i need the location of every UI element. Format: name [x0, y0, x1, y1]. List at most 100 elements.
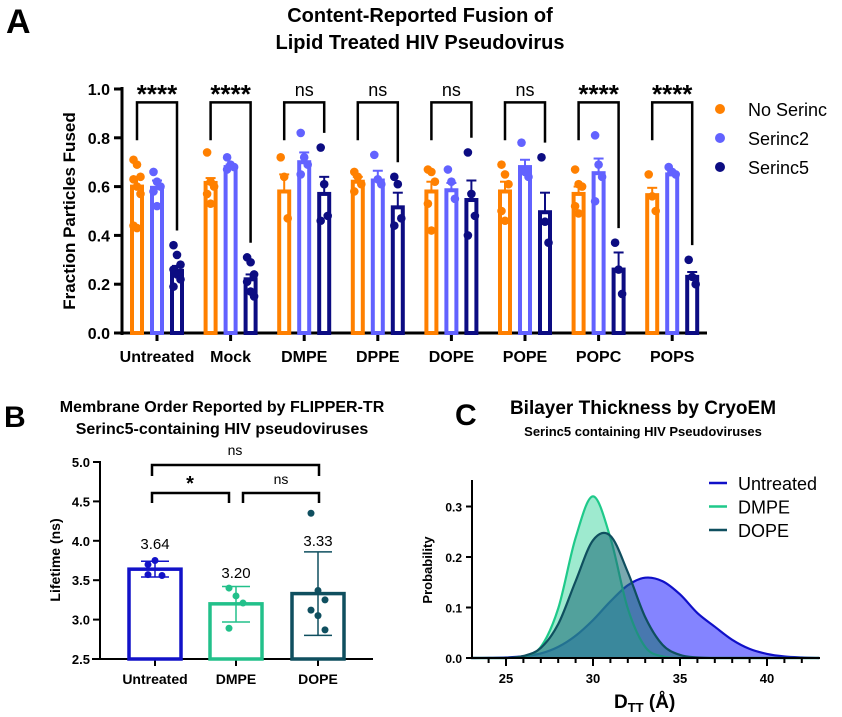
chart-c-title-line1: Bilayer Thickness by CryoEM: [510, 398, 776, 419]
data-point: [296, 170, 306, 179]
data-point: [209, 182, 219, 191]
data-point: [316, 216, 326, 226]
y-tick-label: 3.0: [72, 613, 90, 628]
data-point: [610, 238, 620, 248]
data-point: [504, 179, 513, 189]
panel-letter-b: B: [4, 401, 26, 434]
x-tick-label: 35: [673, 671, 687, 686]
panel-letter-c: C: [455, 399, 477, 432]
data-point: [156, 182, 165, 191]
data-point: [232, 592, 240, 600]
data-point: [242, 277, 252, 287]
data-point: [169, 282, 178, 291]
significance-label: ns: [368, 80, 387, 100]
data-point: [229, 162, 239, 172]
data-point: [370, 150, 379, 160]
data-point: [279, 172, 289, 182]
data-point: [151, 557, 159, 564]
data-point: [176, 260, 185, 269]
panel-letter-a: A: [6, 3, 31, 41]
data-point: [222, 165, 232, 174]
legend-label: DMPE: [738, 498, 790, 518]
data-point: [651, 206, 660, 216]
significance-label: ns: [515, 80, 534, 100]
data-point: [467, 189, 476, 199]
legend-label: Serinc2: [748, 129, 809, 149]
data-point: [350, 187, 359, 196]
data-point: [500, 170, 510, 179]
bar-serinc2: [665, 172, 680, 335]
significance-bracket: [650, 101, 694, 246]
chart-a-title-line2: Lipid Treated HIV Pseudovirus: [276, 32, 565, 54]
x-tick-label: Untreated: [122, 671, 187, 687]
data-point: [202, 148, 212, 157]
significance-label: ****: [578, 79, 619, 109]
bar-serinc2: [444, 188, 459, 335]
bar-no-serinc: [277, 189, 292, 335]
x-tick-label: 40: [760, 671, 774, 686]
significance-label: ****: [137, 79, 178, 109]
x-tick-label: Untreated: [120, 349, 195, 366]
data-point: [158, 571, 166, 579]
data-point: [524, 172, 533, 182]
data-point: [132, 182, 142, 191]
x-tick-label: DMPE: [281, 349, 328, 366]
bar-no-serinc: [424, 189, 439, 335]
data-point: [225, 624, 233, 632]
data-point: [314, 612, 322, 620]
y-tick-label: 2.5: [72, 652, 90, 667]
data-point: [570, 201, 580, 211]
data-point: [443, 165, 453, 174]
data-point: [176, 275, 185, 284]
bar-serinc5: [611, 267, 626, 335]
x-tick-label: DOPE: [429, 349, 475, 366]
bar-serinc2: [370, 178, 385, 335]
data-point: [463, 231, 473, 240]
data-point: [684, 255, 693, 265]
data-point: [321, 626, 329, 634]
data-point: [172, 250, 182, 260]
bar-no-serinc: [350, 179, 365, 335]
data-point: [397, 214, 406, 223]
x-tick-label: POPE: [503, 349, 548, 366]
data-point: [129, 174, 138, 184]
data-point: [517, 138, 526, 147]
data-point: [470, 211, 480, 221]
data-point: [307, 509, 315, 517]
data-point: [136, 189, 145, 199]
data-point: [427, 167, 436, 177]
data-point: [296, 128, 306, 138]
chart-c-ylabel: Probability: [420, 536, 435, 604]
chart-b-title-line1: Membrane Order Reported by FLIPPER-TR: [60, 399, 385, 416]
data-point: [540, 217, 550, 227]
significance-bracket: [356, 101, 400, 163]
significance-label: ****: [210, 79, 251, 109]
data-point: [644, 170, 653, 179]
panel-a: A Content-Reported Fusion of Lipid Treat…: [6, 3, 827, 366]
chart-a-title-line1: Content-Reported Fusion of: [287, 5, 553, 27]
y-tick-label: 0.6: [88, 180, 110, 197]
bar-no-serinc: [130, 184, 144, 335]
data-point: [574, 209, 583, 218]
legend-label: No Serinc: [748, 100, 827, 120]
y-tick-label: 5.0: [72, 455, 90, 470]
data-point: [152, 201, 162, 211]
significance-label: ns: [442, 80, 461, 100]
bar-serinc2: [223, 165, 238, 335]
chart-b-title-line2: Serinc5-containing HIV pseudoviruses: [76, 421, 369, 438]
area-dope: [471, 532, 820, 658]
data-point: [353, 172, 363, 182]
data-point: [319, 179, 329, 189]
bar-serinc2: [518, 165, 532, 335]
significance-bracket: [430, 101, 473, 141]
chart-a-ylabel: Fraction Particles Fused: [60, 112, 79, 309]
data-point: [136, 172, 145, 182]
data-point: [447, 177, 456, 187]
x-tick-label: POPC: [576, 349, 622, 366]
data-point: [590, 131, 600, 140]
significance-bracket: [209, 101, 252, 243]
bar-serinc5: [538, 210, 552, 335]
y-tick-label: 1.0: [88, 82, 110, 99]
y-tick-label: 0.0: [88, 326, 110, 343]
data-point: [144, 571, 152, 579]
